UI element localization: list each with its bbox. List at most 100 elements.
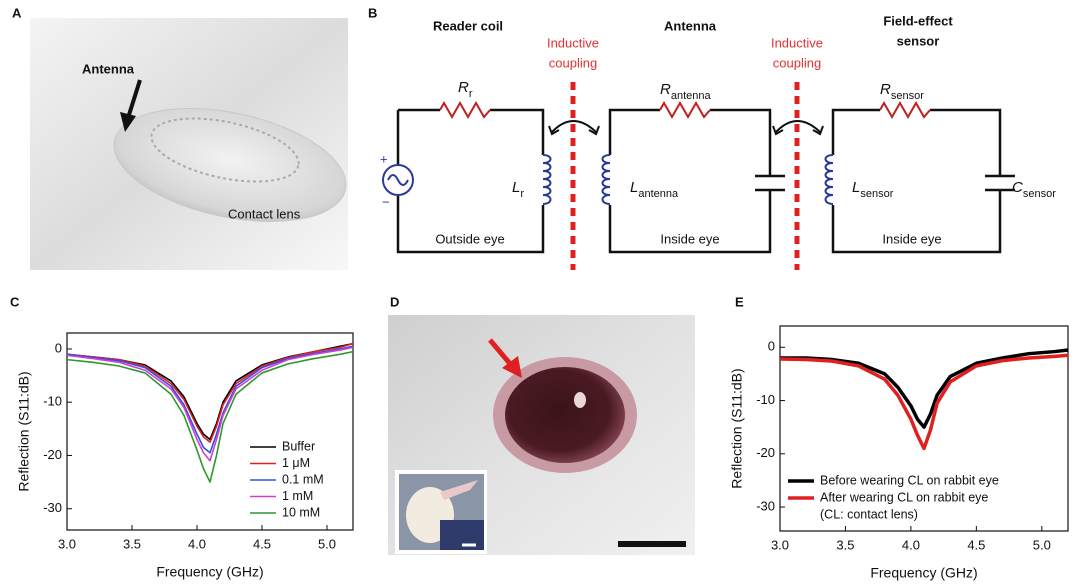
polarity: − [382, 194, 390, 209]
component-label: Rsensor [880, 81, 924, 102]
x-tick-label: 4.0 [188, 536, 206, 551]
x-tick-label: 3.5 [123, 536, 141, 551]
legend-label: After wearing CL on rabbit eye [820, 490, 988, 504]
circuit: Reader coil Antenna Field-effect sensor … [380, 13, 1015, 270]
legend-label: Before wearing CL on rabbit eye [820, 473, 999, 487]
series-line [66, 342, 354, 443]
x-tick-label: 5.0 [318, 536, 336, 551]
y-tick-label: -20 [43, 447, 62, 462]
eye [505, 367, 625, 463]
panel-label: C [10, 294, 20, 309]
x-tick-label: 3.0 [58, 536, 76, 551]
y-tick-label: 0 [768, 339, 775, 354]
series-line [780, 348, 1069, 429]
x-tick-label: 4.5 [967, 537, 985, 552]
resistor [659, 100, 711, 120]
component-symbol: R [458, 79, 469, 96]
coupling-arrow [775, 120, 821, 133]
panel-label: B [368, 5, 377, 20]
location-label: Outside eye [435, 231, 504, 246]
x-tick-label: 4.5 [253, 536, 271, 551]
x-axis-label: Frequency (GHz) [156, 564, 263, 580]
x-tick-label: 4.0 [902, 537, 920, 552]
inductor [824, 154, 834, 205]
x-tick-label: 3.0 [771, 537, 789, 552]
resistor [879, 100, 931, 120]
location-label: Inside eye [660, 231, 719, 246]
circuit-title: Antenna [664, 18, 717, 33]
component-symbol: R [660, 81, 671, 98]
x-tick-label: 5.0 [1033, 537, 1051, 552]
photo-a: Antenna Contact lens [30, 18, 348, 270]
coupling-label: coupling [549, 55, 597, 70]
antenna-pattern [150, 117, 300, 183]
arrow [488, 338, 514, 368]
series-line [66, 346, 354, 462]
component-label: Rr [458, 79, 473, 100]
wire [608, 108, 772, 254]
legend-label: 10 mM [282, 505, 320, 519]
legend-note: (CL: contact lens) [820, 507, 918, 521]
plot-frame [66, 332, 354, 531]
component-label: Rantenna [660, 81, 711, 102]
polarity: + [380, 151, 388, 166]
component-label: Lr [512, 179, 524, 200]
component-label: Lsensor [852, 179, 894, 200]
arrow-head [120, 112, 136, 132]
y-axis-label: Reflection (S11:dB) [16, 371, 32, 491]
arrow [126, 79, 142, 119]
y-axis-label: Reflection (S11:dB) [729, 368, 745, 488]
capacitor [985, 174, 1015, 192]
series-line [66, 345, 354, 454]
source-wave [387, 174, 409, 186]
y-tick-label: 0 [55, 340, 62, 355]
contact-lens [113, 108, 347, 222]
component-subscript: sensor [860, 188, 893, 200]
component-subscript: r [469, 88, 473, 100]
component-subscript: antenna [638, 188, 679, 200]
series-line [66, 350, 354, 483]
photo-d [388, 315, 695, 555]
wire [396, 108, 545, 254]
wire [831, 108, 1002, 254]
plot-frame [779, 325, 1069, 532]
capacitor [755, 174, 785, 192]
component-symbol: C [1012, 179, 1023, 196]
y-tick-label: -30 [43, 500, 62, 515]
component-symbol: L [630, 179, 638, 196]
location-label: Inside eye [882, 231, 941, 246]
reflection [574, 392, 586, 408]
inductor [542, 154, 552, 205]
legend-label: 1 mM [282, 489, 313, 503]
panel-label: E [735, 294, 744, 309]
rabbit-ear [440, 480, 478, 500]
photo-label: Antenna [82, 61, 135, 76]
x-tick-label: 3.5 [836, 537, 854, 552]
component-subscript: sensor [1023, 188, 1056, 200]
circuit-title: sensor [897, 33, 940, 48]
coupling-label: Inductive [771, 35, 823, 50]
coupling-arrow [551, 120, 597, 133]
y-tick-label: -10 [756, 392, 775, 407]
panel-label: D [390, 294, 399, 309]
component-symbol: L [512, 179, 520, 196]
component-label: Csensor [1012, 179, 1056, 200]
legend-label: Buffer [282, 439, 315, 453]
component-subscript: r [520, 188, 524, 200]
y-tick-label: -20 [756, 445, 775, 460]
component-subscript: antenna [671, 90, 712, 102]
series-line [779, 353, 1069, 451]
panel-label: A [12, 5, 22, 20]
coupling-label: Inductive [547, 35, 599, 50]
component-symbol: L [852, 179, 860, 196]
legend-label: 0.1 mM [282, 472, 324, 486]
coupling-label: coupling [773, 55, 821, 70]
photo-label: Contact lens [228, 206, 301, 221]
component-symbol: R [880, 81, 891, 98]
component-label: Lantenna [630, 179, 679, 200]
resistor [439, 100, 491, 120]
y-tick-label: -10 [43, 394, 62, 409]
circuit-title: Reader coil [433, 18, 503, 33]
arrow-head [502, 356, 522, 378]
